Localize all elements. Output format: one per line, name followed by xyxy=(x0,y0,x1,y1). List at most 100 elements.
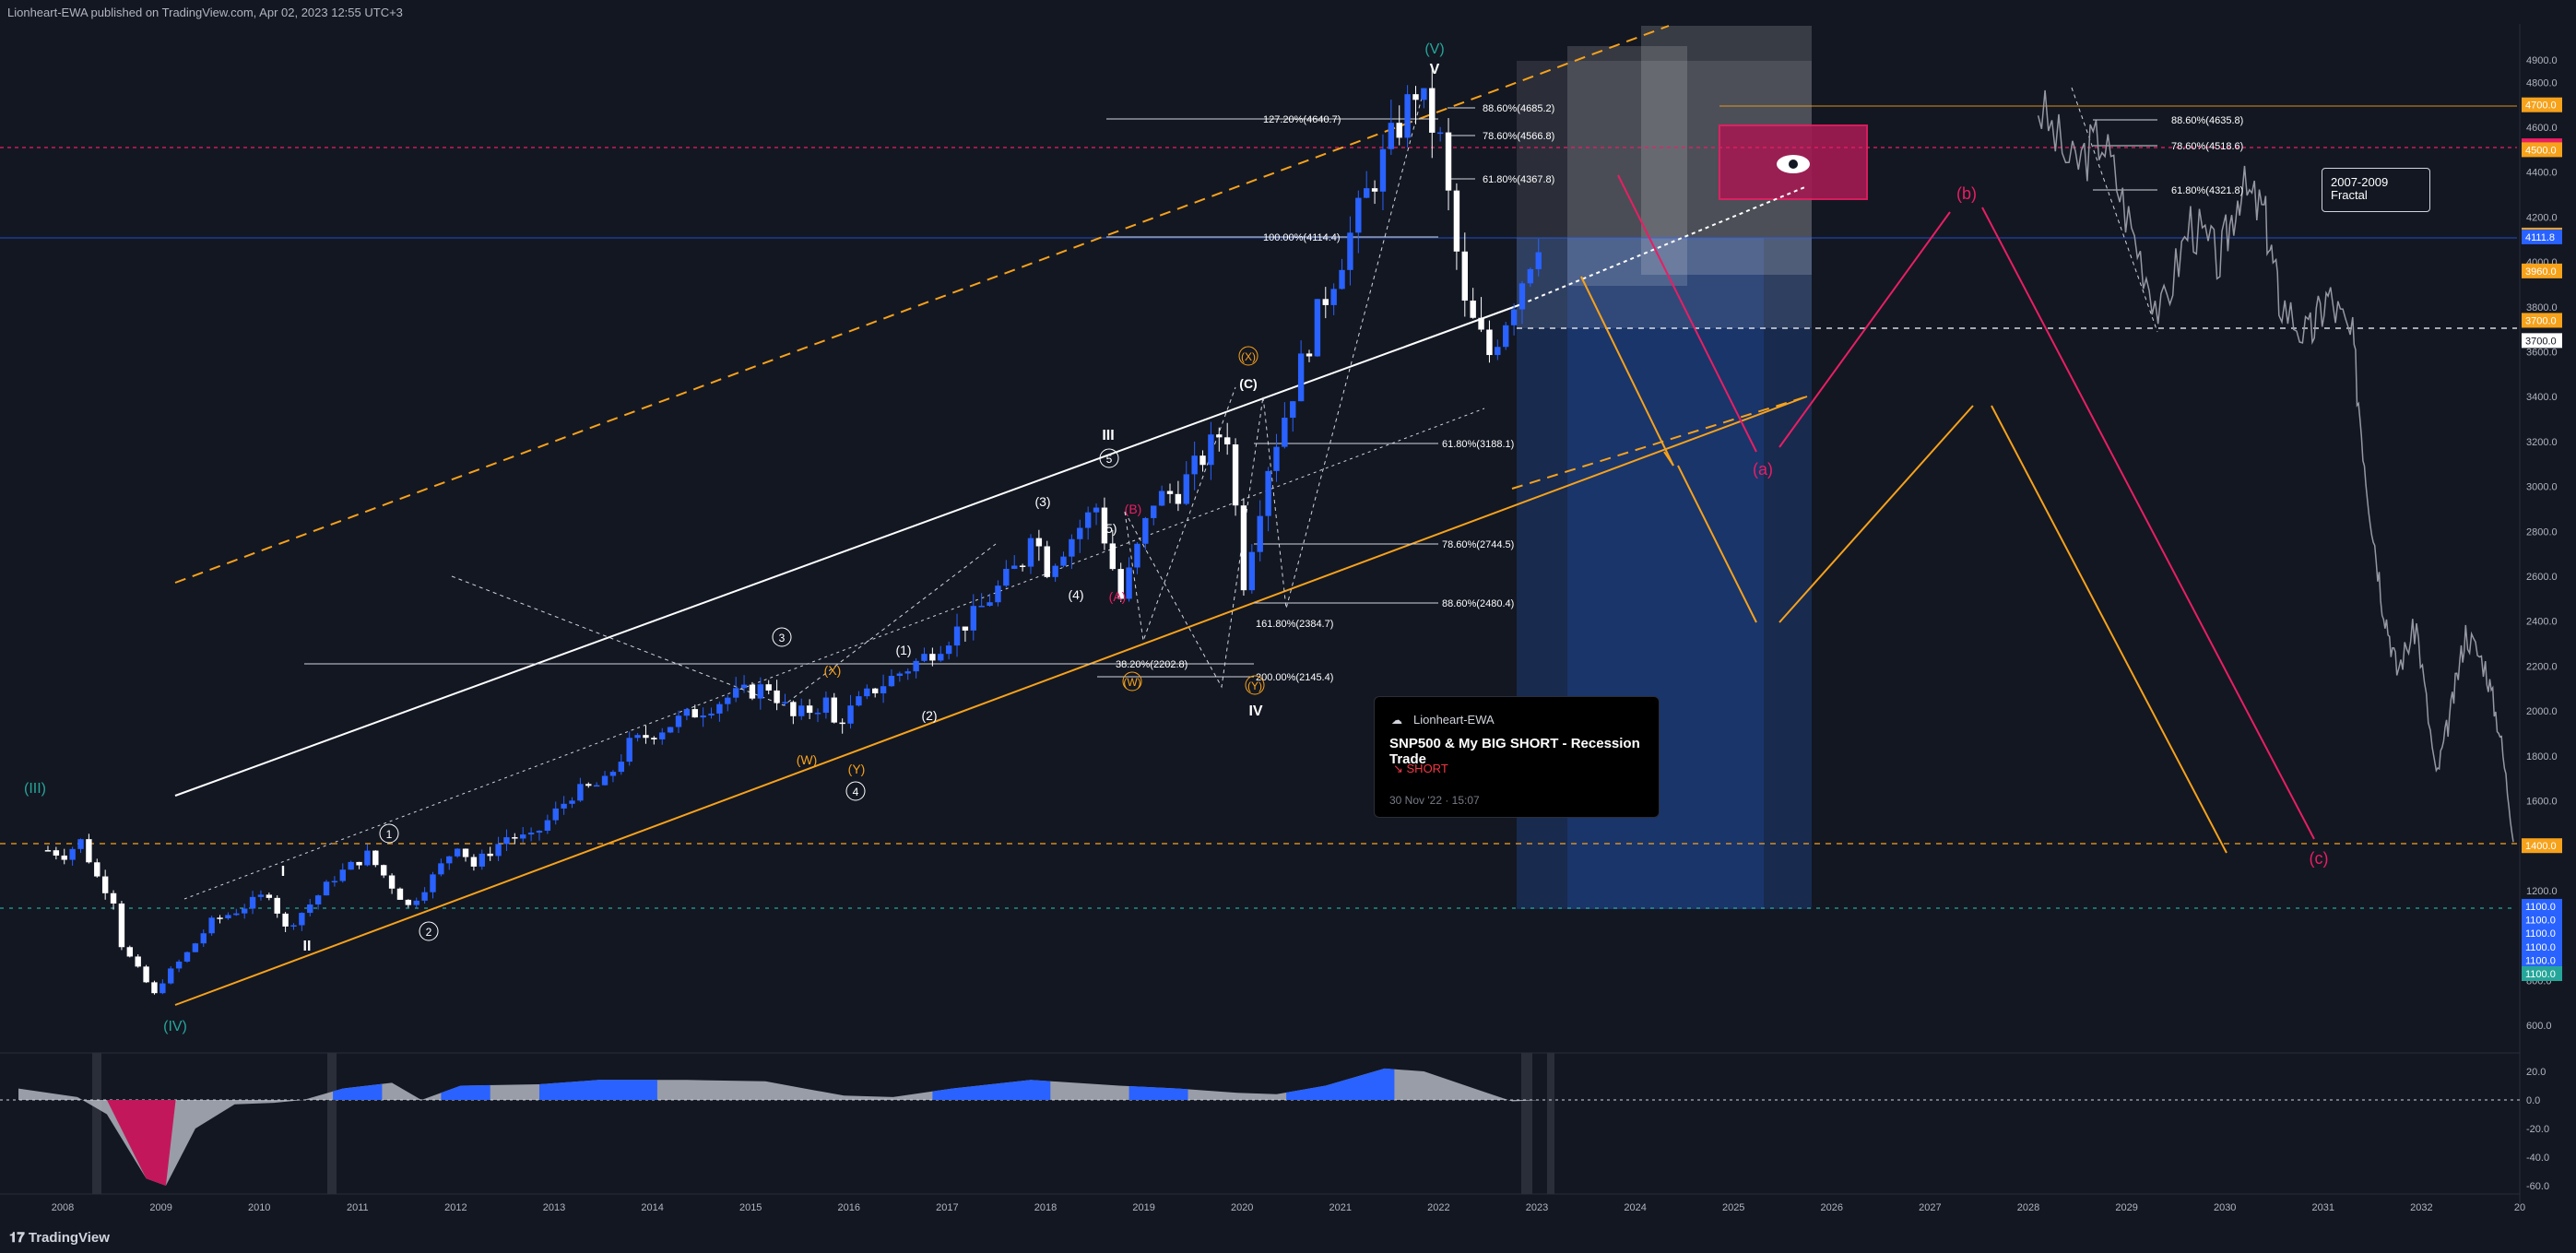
x-tick-label: 20 xyxy=(2514,1202,2525,1213)
candle-body xyxy=(609,772,617,776)
candle-body xyxy=(1093,507,1100,513)
wave-label: (a) xyxy=(1753,460,1773,479)
idea-card[interactable]: ☁ Lionheart-EWA SNP500 & My BIG SHORT - … xyxy=(1374,696,1660,818)
candle-body xyxy=(1429,88,1436,133)
wave-labels: (V) V (III) (IV) III IV I II (X) (W) (Y)… xyxy=(24,41,2329,1034)
wave-label: III xyxy=(1102,428,1114,443)
price-tag xyxy=(2522,939,2562,954)
x-tick-label: 2013 xyxy=(543,1202,565,1213)
price-chart[interactable]: 127.20%(4640.7) 88.60%(4685.2) 78.60%(45… xyxy=(0,0,2576,1224)
candle-body xyxy=(1208,434,1214,466)
x-tick-label: 2031 xyxy=(2312,1202,2334,1213)
candle-body xyxy=(1306,353,1313,357)
candle-body xyxy=(1216,434,1223,438)
candle-body xyxy=(667,727,674,733)
candle-body xyxy=(217,917,223,919)
candle-body xyxy=(675,715,682,727)
fib-lines xyxy=(304,107,2157,678)
candle-body xyxy=(495,844,502,857)
candle-body xyxy=(388,875,396,889)
candles xyxy=(44,65,1542,995)
candle-body xyxy=(1084,512,1092,528)
x-tick-label: 2014 xyxy=(641,1202,663,1213)
wave-label: (W) xyxy=(797,752,818,767)
candle-body xyxy=(1495,347,1501,356)
candle-body xyxy=(1445,132,1452,191)
tradingview-logo[interactable]: 𝟏𝟕 TradingView xyxy=(9,1230,110,1246)
candle-body xyxy=(691,709,698,718)
candle-body xyxy=(1404,94,1411,138)
osc-tick-label: 20.0 xyxy=(2526,1067,2546,1078)
fib-label: 88.60%(2480.4) xyxy=(1442,598,1514,609)
fib-label: 127.20%(4640.7) xyxy=(1263,114,1341,125)
projection-zones xyxy=(1517,26,1868,909)
price-tag xyxy=(2522,333,2562,349)
candle-body xyxy=(962,626,969,631)
projection-arrows xyxy=(1580,174,2315,854)
candle-body xyxy=(1183,474,1189,504)
price-tag-label: 4500.0 xyxy=(2525,145,2557,156)
price-tag-label: 3960.0 xyxy=(2525,266,2557,278)
y-tick-label: 1800.0 xyxy=(2526,751,2558,762)
candle-body xyxy=(282,913,289,927)
idea-date: 30 Nov '22 · 15:07 xyxy=(1389,794,1480,807)
price-tag-label: 1100.0 xyxy=(2525,969,2556,980)
candle-body xyxy=(1290,401,1296,419)
candle-body xyxy=(716,703,723,714)
candle-body xyxy=(1134,543,1140,568)
candle-body xyxy=(241,908,248,914)
candle-body xyxy=(372,850,379,866)
y-tick-label: 4600.0 xyxy=(2526,123,2558,134)
y-tick-label: 2000.0 xyxy=(2526,706,2558,717)
candle-body xyxy=(380,865,387,876)
fib-label: 200.00%(2145.4) xyxy=(1256,672,1333,683)
x-tick-label: 2030 xyxy=(2214,1202,2236,1213)
candle-body xyxy=(118,903,125,948)
y-tick-label: 4800.0 xyxy=(2526,77,2558,89)
candle-body xyxy=(831,697,837,723)
wave-label: 5 xyxy=(1106,453,1113,466)
candle-body xyxy=(520,834,526,839)
candle-body xyxy=(945,645,952,655)
candle-body xyxy=(61,855,67,860)
candle-body xyxy=(577,784,584,801)
osc-positive-area xyxy=(932,1080,1051,1100)
wave-label: (3) xyxy=(1034,494,1050,509)
fib-label: 61.80%(4367.8) xyxy=(1483,174,1554,185)
x-tick-label: 2022 xyxy=(1427,1202,1449,1213)
y-tick-label: 4200.0 xyxy=(2526,212,2558,223)
candle-body xyxy=(94,862,100,877)
x-tick-label: 2008 xyxy=(52,1202,74,1213)
candle-body xyxy=(249,896,256,909)
candle-body xyxy=(225,915,231,918)
candle-body xyxy=(700,715,706,718)
candle-body xyxy=(1175,493,1182,504)
candle-body xyxy=(1461,251,1468,301)
candle-body xyxy=(364,850,371,866)
candle-body xyxy=(1347,232,1353,270)
candle-body xyxy=(151,982,158,994)
wave-label: 1 xyxy=(386,828,393,841)
candle-body xyxy=(732,688,739,698)
footer-bar: 𝟏𝟕 TradingView xyxy=(0,1224,2576,1253)
x-tick-label: 2016 xyxy=(838,1202,860,1213)
candle-body xyxy=(266,894,273,898)
candle-body xyxy=(978,606,985,608)
wave-label: 3 xyxy=(779,632,786,644)
idea-title: SNP500 & My BIG SHORT - Recession Trade xyxy=(1389,736,1640,767)
y-tick-label: 2800.0 xyxy=(2526,526,2558,538)
candle-body xyxy=(626,738,632,762)
y-tick-label: 1600.0 xyxy=(2526,797,2558,808)
wave-label: IV xyxy=(1248,703,1262,719)
candle-body xyxy=(200,933,207,944)
candle-body xyxy=(396,888,404,900)
candle-body xyxy=(208,917,215,934)
candle-body xyxy=(938,654,944,661)
candle-body xyxy=(953,626,961,646)
candle-body xyxy=(1478,317,1484,330)
osc-positive-area xyxy=(333,1083,383,1100)
wave-label: (Y) xyxy=(1247,680,1262,692)
price-tag xyxy=(2522,926,2562,941)
x-tick-label: 2024 xyxy=(1624,1202,1646,1213)
x-tick-label: 2012 xyxy=(444,1202,467,1213)
